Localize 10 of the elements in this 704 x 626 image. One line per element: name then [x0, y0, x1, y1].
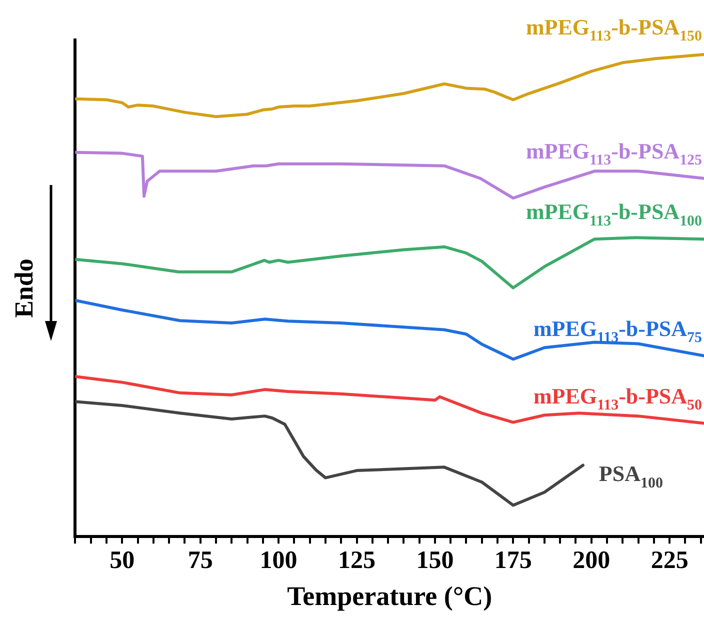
x-tick-label: 200 [572, 547, 610, 574]
y-axis-title: Endo [9, 258, 38, 318]
x-tick-label: 225 [650, 547, 688, 574]
x-tick-label: 100 [260, 547, 298, 574]
x-axis-title: Temperature (°C) [287, 580, 492, 611]
x-tick-label: 50 [110, 547, 135, 574]
x-tick-label: 125 [338, 547, 376, 574]
x-tick-label: 75 [188, 547, 213, 574]
x-tick-label: 150 [416, 547, 454, 574]
x-tick-label: 175 [494, 547, 532, 574]
